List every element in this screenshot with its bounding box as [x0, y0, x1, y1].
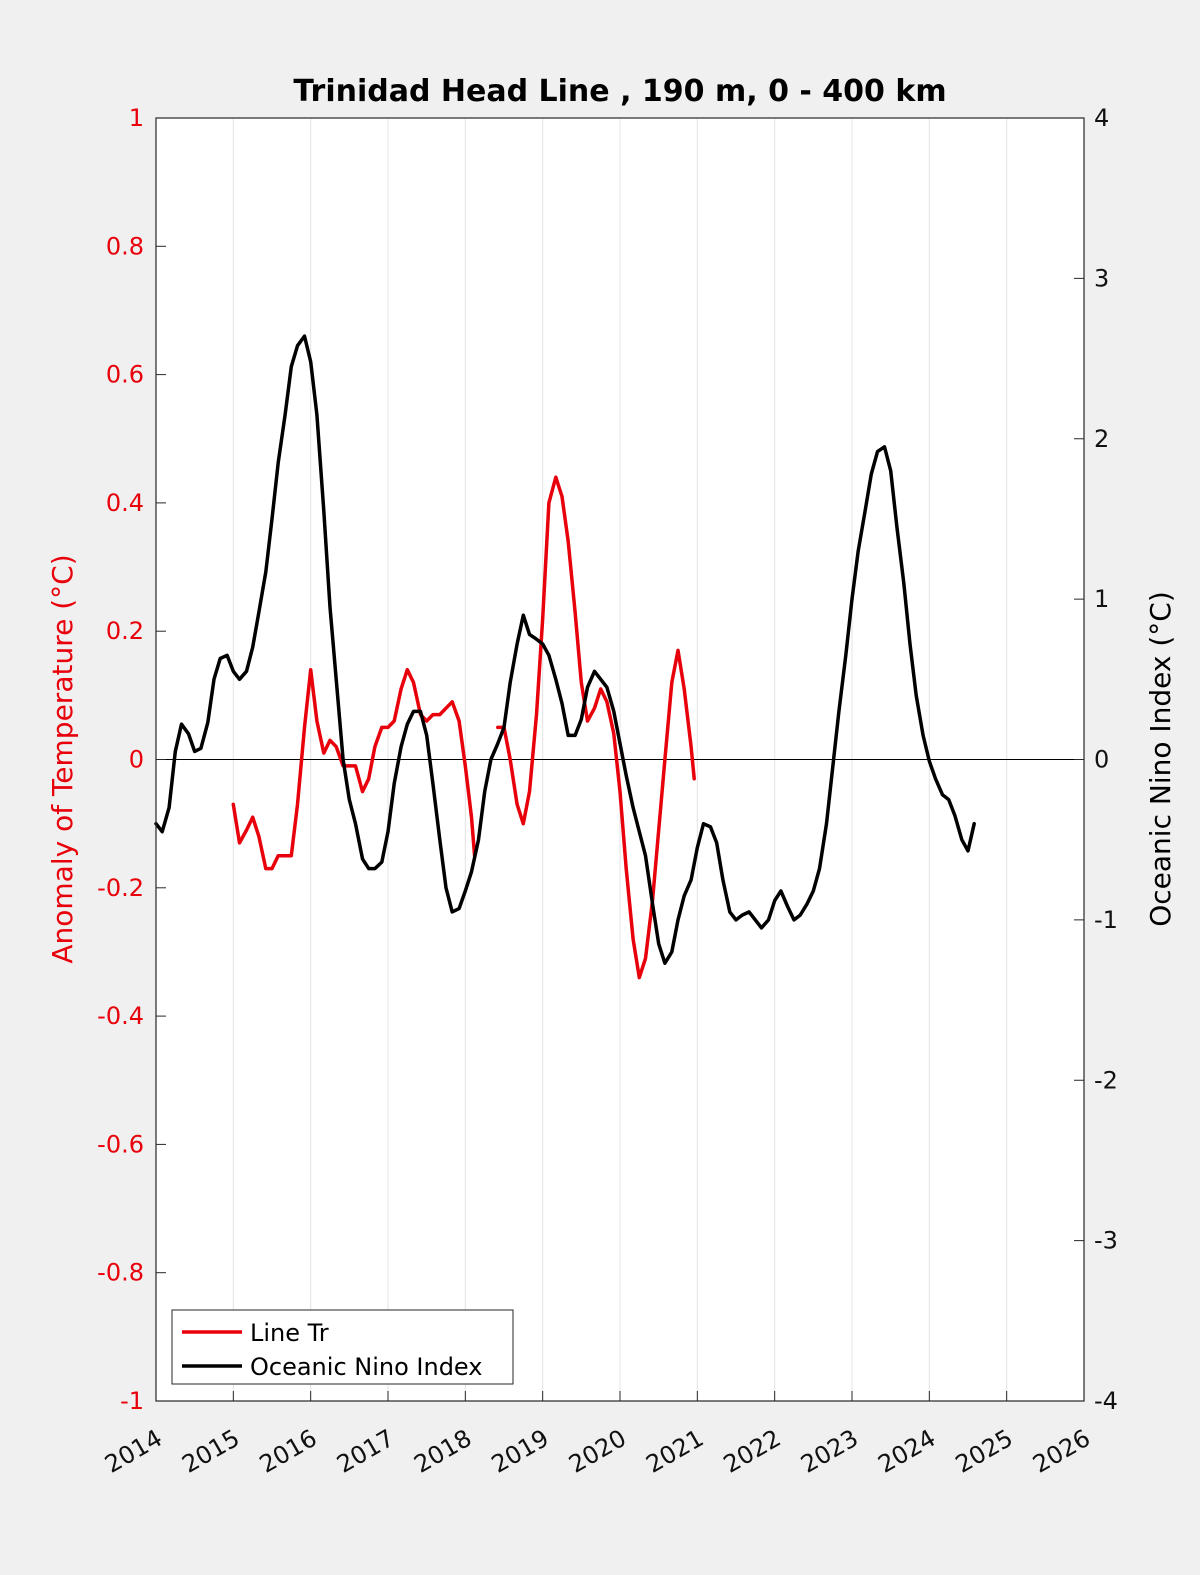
y-right-tick-label: -2: [1094, 1066, 1118, 1094]
series-layer: [154, 334, 976, 980]
y-left-tick-label: 0.6: [106, 361, 144, 389]
chart-title: Trinidad Head Line , 190 m, 0 - 400 km: [293, 74, 946, 109]
legend-box: [171, 1309, 514, 1385]
y-left-tick-label: -1: [120, 1387, 144, 1415]
right-axis: 4 3 2 1 0 -1 -2 -3 -4: [1074, 104, 1118, 1415]
y-axis-label-right: Oceanic Nino Index (°C): [1144, 591, 1177, 927]
series-line-oceanic-nino-index: [154, 334, 976, 965]
y-right-tick-label: -3: [1094, 1227, 1118, 1255]
y-left-tick-label: 0.4: [106, 489, 144, 517]
y-right-tick-label: 4: [1094, 104, 1109, 132]
y-right-tick-label: 1: [1094, 585, 1109, 613]
y-axis-label-left: Anomaly of Temperature (°C): [46, 554, 79, 963]
y-right-tick-label: -1: [1094, 906, 1118, 934]
left-axis: 1 0.8 0.6 0.4 0.2 0 -0.2 -0.4 -0.6 -0.8 -1: [97, 104, 166, 1415]
legend-label-line-tr: Line Tr: [250, 1319, 329, 1347]
y-right-tick-label: 3: [1094, 264, 1109, 292]
y-left-tick-label: -0.4: [97, 1002, 144, 1030]
legend-label-oni: Oceanic Nino Index: [250, 1353, 482, 1381]
y-left-tick-label: -0.6: [97, 1130, 144, 1158]
y-left-tick-label: 1: [129, 104, 144, 132]
y-left-tick-label: -0.2: [97, 874, 144, 902]
y-right-tick-label: -4: [1094, 1387, 1118, 1415]
y-left-tick-label: 0.8: [106, 232, 144, 260]
y-left-tick-label: 0.2: [106, 617, 144, 645]
y-right-tick-label: 0: [1094, 746, 1109, 774]
series-line-line-tr: [496, 475, 696, 980]
legend: Line Tr Oceanic Nino Index: [171, 1309, 514, 1385]
y-left-tick-label: -0.8: [97, 1259, 144, 1287]
series-line-line-tr: [231, 667, 477, 871]
y-left-tick-label: 0: [129, 746, 144, 774]
y-right-tick-label: 2: [1094, 425, 1109, 453]
